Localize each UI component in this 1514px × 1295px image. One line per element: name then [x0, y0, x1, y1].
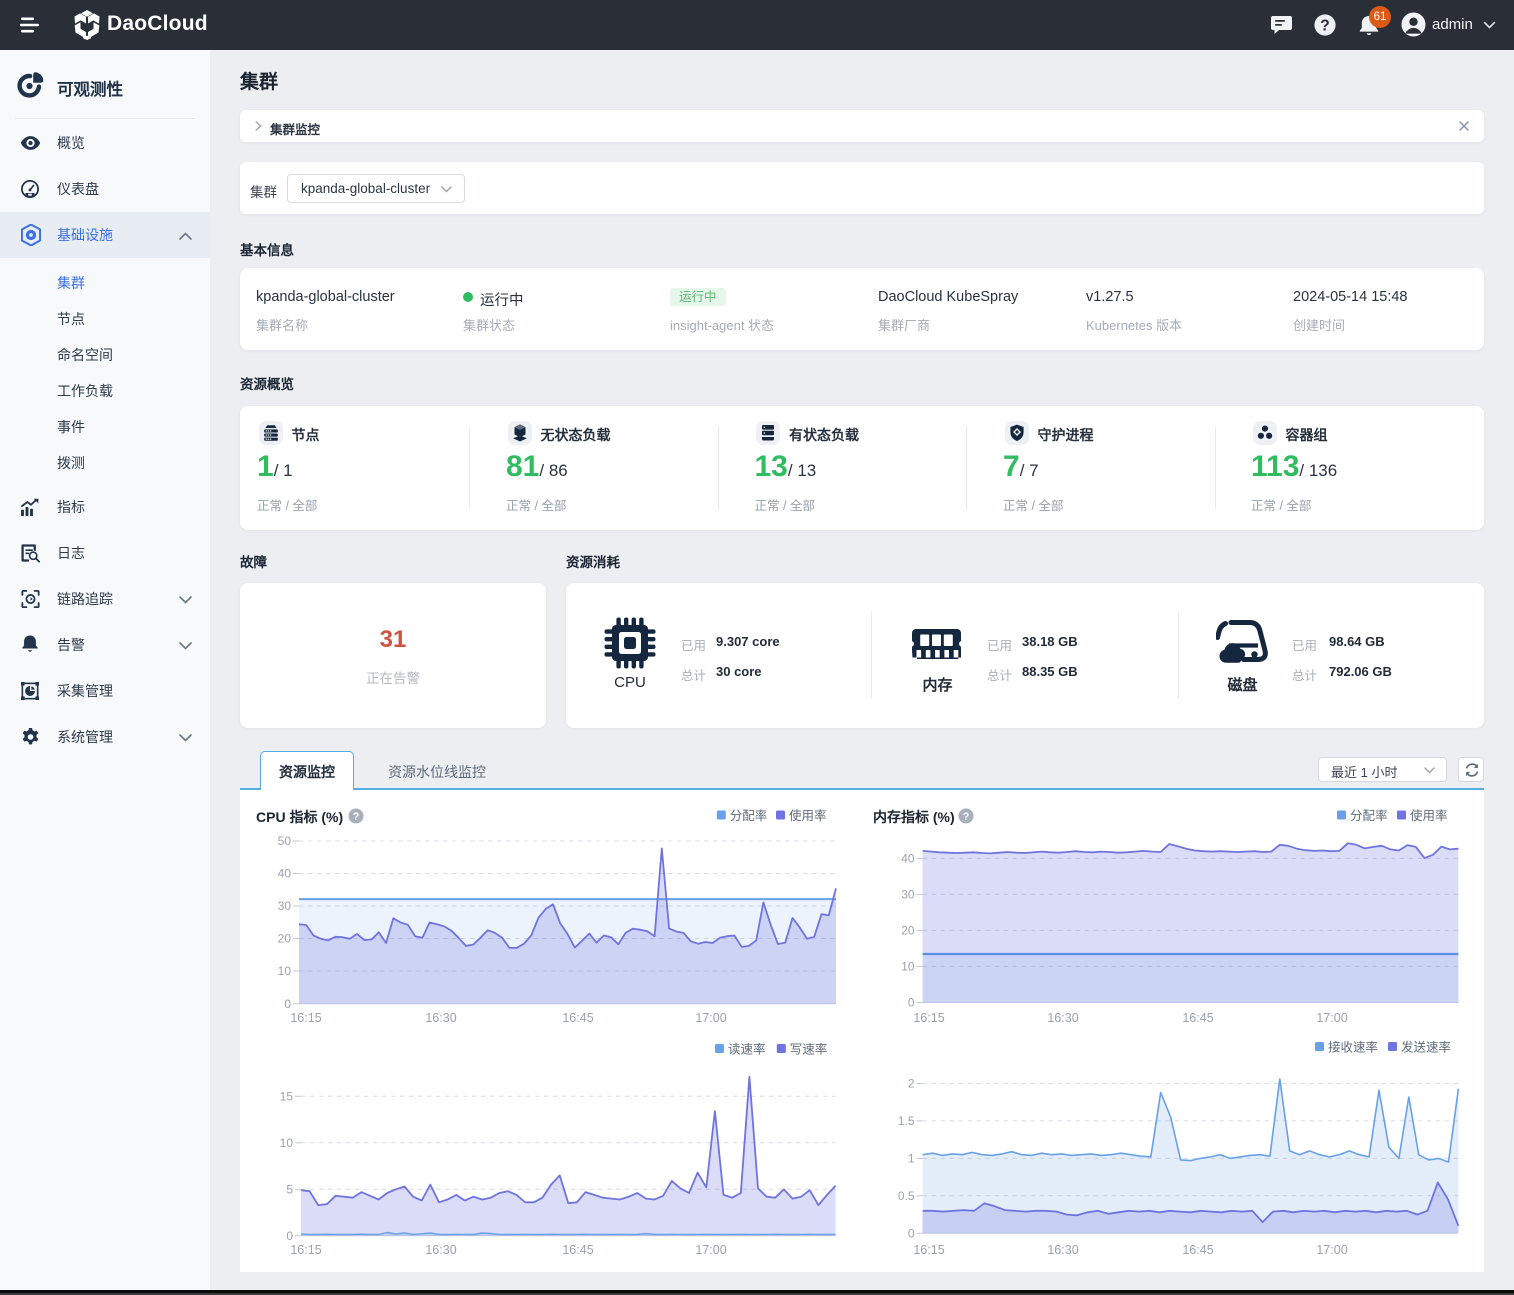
svg-text:读速率: 读速率: [728, 1042, 766, 1057]
svg-text:16:45: 16:45: [562, 1243, 593, 1257]
svg-text:?: ?: [1320, 18, 1329, 35]
svg-text:0: 0: [286, 1229, 293, 1243]
svg-text:内存指标 (%): 内存指标 (%): [873, 809, 955, 825]
svg-text:1: 1: [908, 1151, 915, 1165]
svg-text:16:15: 16:15: [290, 1243, 321, 1257]
svg-text:?: ?: [963, 811, 970, 823]
svg-text:0: 0: [908, 996, 915, 1010]
svg-text:接收速率: 接收速率: [1328, 1040, 1378, 1055]
svg-text:20: 20: [901, 923, 915, 937]
svg-text:16:15: 16:15: [290, 1011, 321, 1025]
svg-text:17:00: 17:00: [1316, 1011, 1347, 1025]
svg-text:16:30: 16:30: [425, 1243, 456, 1257]
svg-text:16:30: 16:30: [1047, 1243, 1078, 1257]
svg-text:10: 10: [901, 959, 915, 973]
svg-text:使用率: 使用率: [1410, 808, 1448, 823]
svg-text:16:15: 16:15: [913, 1243, 944, 1257]
svg-text:5: 5: [286, 1182, 293, 1196]
svg-text:40: 40: [901, 851, 915, 865]
svg-text:50: 50: [278, 834, 292, 848]
svg-text:16:30: 16:30: [1047, 1011, 1078, 1025]
svg-text:2: 2: [908, 1077, 915, 1091]
svg-text:1.5: 1.5: [898, 1114, 915, 1128]
svg-text:30: 30: [278, 899, 292, 913]
svg-text:?: ?: [353, 811, 360, 823]
svg-text:10: 10: [280, 1136, 294, 1150]
svg-text:16:30: 16:30: [425, 1011, 456, 1025]
svg-text:16:45: 16:45: [562, 1011, 593, 1025]
svg-text:发送速率: 发送速率: [1401, 1040, 1451, 1055]
svg-text:15: 15: [280, 1089, 294, 1103]
svg-text:17:00: 17:00: [695, 1243, 726, 1257]
svg-text:17:00: 17:00: [695, 1011, 726, 1025]
svg-text:30: 30: [901, 887, 915, 901]
svg-text:分配率: 分配率: [1350, 808, 1388, 823]
svg-text:17:00: 17:00: [1316, 1243, 1347, 1257]
svg-text:写速率: 写速率: [790, 1042, 828, 1057]
svg-text:0: 0: [284, 997, 291, 1011]
svg-text:16:45: 16:45: [1182, 1011, 1213, 1025]
svg-text:20: 20: [278, 932, 292, 946]
svg-text:0: 0: [908, 1226, 915, 1240]
svg-text:16:15: 16:15: [913, 1011, 944, 1025]
svg-text:40: 40: [278, 867, 292, 881]
svg-text:CPU 指标 (%): CPU 指标 (%): [256, 809, 343, 825]
svg-text:分配率: 分配率: [730, 808, 768, 823]
svg-text:10: 10: [278, 964, 292, 978]
svg-text:使用率: 使用率: [789, 808, 827, 823]
svg-text:0.5: 0.5: [898, 1189, 915, 1203]
svg-text:16:45: 16:45: [1182, 1243, 1213, 1257]
